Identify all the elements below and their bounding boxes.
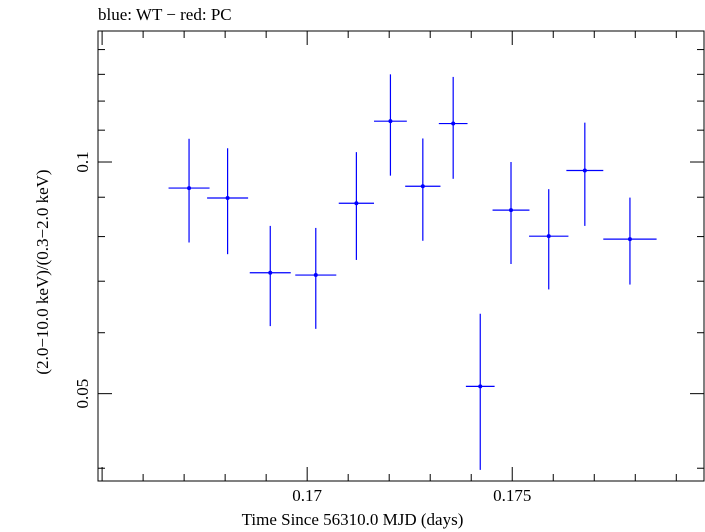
y-axis-label: (2.0−10.0 keV)/(0.3−2.0 keV) [33, 169, 52, 375]
point-marker [268, 270, 273, 275]
data-point [338, 152, 375, 260]
y-tick-label: 0.05 [73, 379, 92, 409]
point-marker [509, 208, 514, 213]
data-point [465, 313, 495, 470]
data-point [295, 227, 337, 329]
point-marker [313, 273, 318, 278]
data-point [405, 138, 441, 241]
axis-ticks [98, 31, 704, 481]
plot-frame [97, 30, 705, 482]
data-point [603, 197, 657, 285]
point-marker [451, 121, 456, 126]
data-point [168, 138, 210, 243]
data-point [207, 148, 249, 255]
data-point [529, 189, 569, 290]
data-point [566, 122, 604, 226]
point-marker [582, 168, 587, 173]
tick-labels: 0.17 0.175 0.05 0.1 [73, 151, 531, 505]
chart-title: blue: WT − red: PC [98, 5, 232, 24]
x-axis-label: Time Since 56310.0 MJD (days) [241, 510, 464, 529]
data-point [438, 76, 468, 179]
data-point [492, 162, 530, 264]
point-marker [187, 186, 192, 191]
point-marker [546, 234, 551, 239]
data-point [249, 225, 291, 327]
point-marker [354, 201, 359, 206]
point-marker [388, 119, 393, 124]
y-tick-label: 0.1 [73, 151, 92, 172]
x-tick-label: 0.17 [292, 486, 322, 505]
point-marker [627, 237, 632, 242]
point-marker [420, 184, 425, 189]
x-tick-label: 0.175 [493, 486, 531, 505]
data-point [374, 74, 407, 176]
data-series [168, 74, 657, 470]
point-marker [478, 384, 483, 389]
point-marker [225, 195, 230, 200]
